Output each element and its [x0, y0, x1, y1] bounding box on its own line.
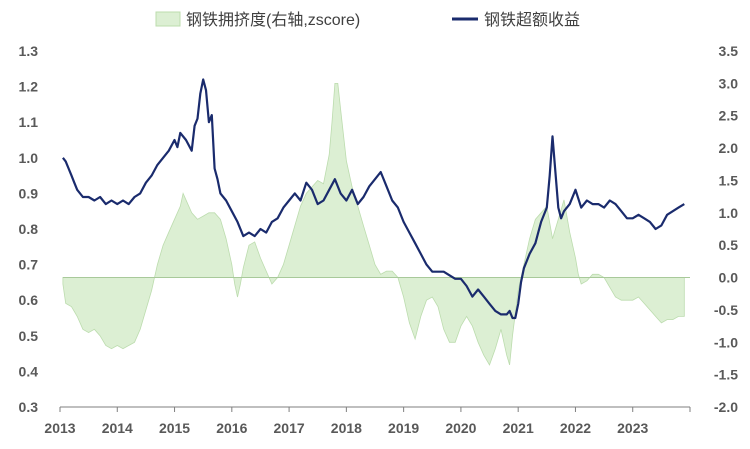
left-tick-label: 0.5: [19, 328, 39, 344]
x-tick-label: 2019: [388, 420, 419, 436]
right-tick-label: 1.0: [719, 205, 739, 221]
excess-return-line: [62, 78, 685, 320]
right-tick-label: 1.5: [719, 172, 739, 188]
left-tick-label: 0.8: [19, 221, 39, 237]
left-tick-label: 0.4: [19, 363, 39, 379]
left-tick-label: 0.7: [19, 257, 39, 273]
right-axis-ticks: -2.0 -1.5 -1.0 -0.5 0.0 0.5 1.0 1.5 2.0 2.5 3.0 3.5: [714, 43, 738, 415]
x-tick-label: 2016: [216, 420, 247, 436]
right-tick-label: -2.0: [714, 399, 738, 415]
right-tick-label: 0.0: [719, 270, 739, 286]
crowding-area-layer: [62, 83, 690, 366]
left-axis-ticks: 0.3 0.4 0.5 0.6 0.7 0.8 0.9 1.0 1.1 1.2 1.3: [19, 43, 39, 415]
crowding-area: [62, 83, 685, 366]
x-tick-label: 2023: [617, 420, 648, 436]
right-tick-label: 2.5: [719, 108, 739, 124]
right-tick-label: 3.5: [719, 43, 739, 59]
legend-label-crowding: 钢铁拥挤度(右轴,zscore): [186, 11, 360, 29]
x-tick-label: 2020: [445, 420, 476, 436]
left-tick-label: 0.3: [19, 399, 39, 415]
left-tick-label: 1.2: [19, 79, 39, 95]
right-tick-label: 0.5: [719, 237, 739, 253]
left-tick-label: 0.6: [19, 292, 39, 308]
legend-swatch-crowding: [155, 11, 181, 27]
legend-label-excess-return: 钢铁超额收益: [484, 11, 580, 29]
right-tick-label: 3.0: [719, 75, 739, 91]
x-tick-label: 2018: [331, 420, 362, 436]
left-tick-label: 1.3: [19, 43, 39, 59]
left-tick-label: 1.0: [19, 150, 39, 166]
x-tick-label: 2017: [274, 420, 305, 436]
x-tick-label: 2015: [159, 420, 190, 436]
excess-return-line-layer: [62, 78, 685, 320]
left-tick-label: 1.1: [19, 114, 39, 130]
legend: 钢铁拥挤度(右轴,zscore) 钢铁超额收益: [155, 11, 580, 29]
x-tick-label: 2022: [560, 420, 591, 436]
right-tick-label: -1.0: [714, 334, 738, 350]
x-tick-label: 2014: [102, 420, 133, 436]
x-tick-label: 2021: [503, 420, 534, 436]
right-tick-label: -1.5: [714, 367, 738, 383]
x-tick-label: 2013: [44, 420, 75, 436]
x-axis: 2013 2014 2015 2016 2017 2018 2019 2020 2021 2022…: [44, 406, 691, 436]
left-tick-label: 0.9: [19, 185, 39, 201]
right-tick-label: 2.0: [719, 140, 739, 156]
right-tick-label: -0.5: [714, 302, 738, 318]
